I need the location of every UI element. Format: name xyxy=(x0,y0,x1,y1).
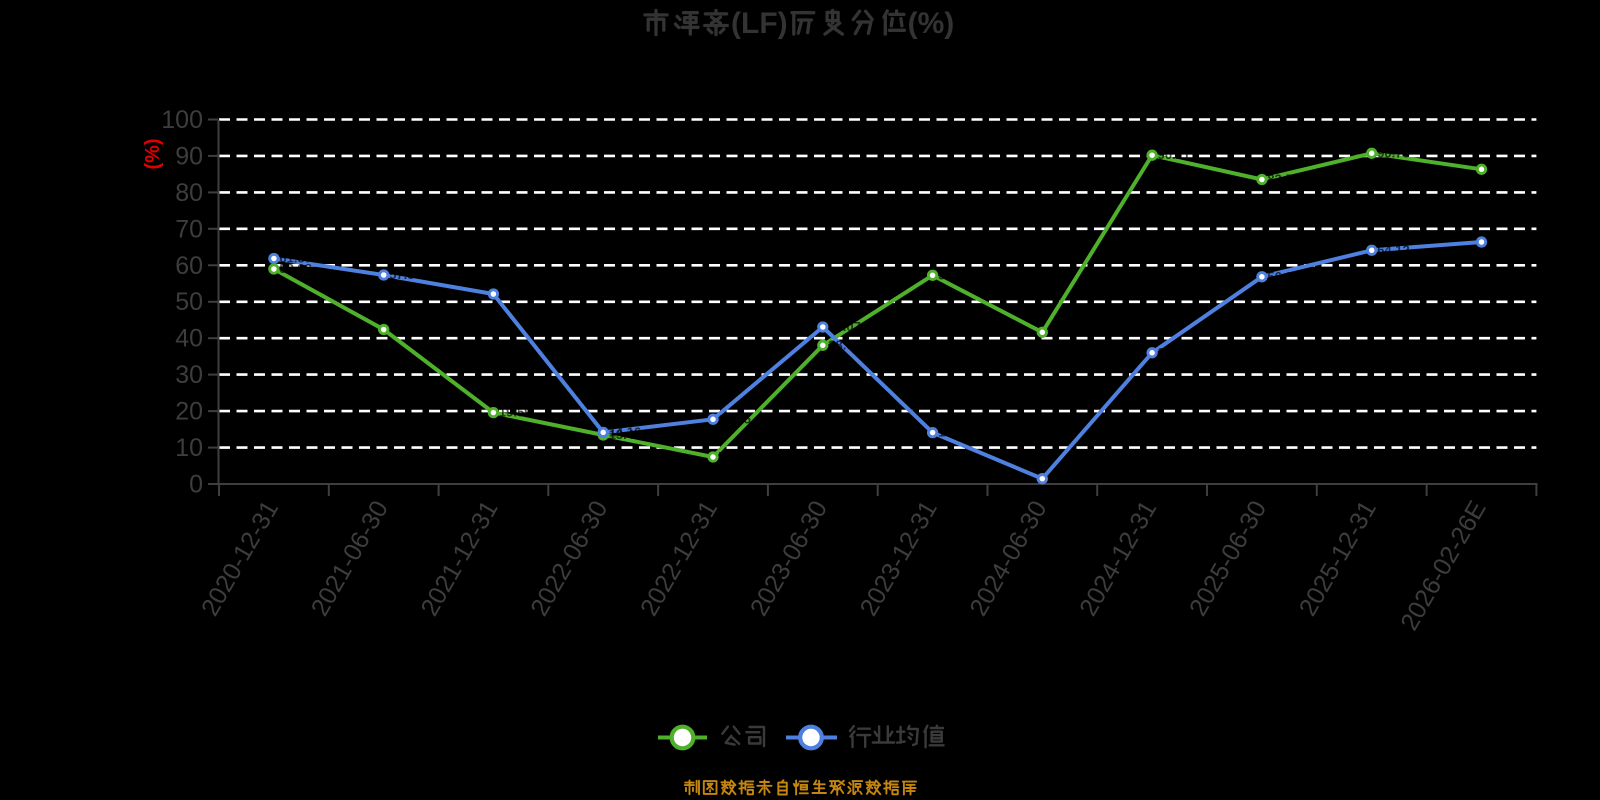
svg-text:70: 70 xyxy=(175,215,203,243)
svg-text:(%): (%) xyxy=(908,7,955,40)
svg-text:35.99: 35.99 xyxy=(1158,345,1191,360)
svg-text:64.12: 64.12 xyxy=(1377,242,1410,257)
svg-text:41.62: 41.62 xyxy=(1048,324,1081,339)
svg-text:83.54: 83.54 xyxy=(1267,172,1300,187)
svg-text:19.59: 19.59 xyxy=(499,405,532,420)
svg-text:42.39: 42.39 xyxy=(389,322,422,337)
svg-text:58.98: 58.98 xyxy=(279,261,312,276)
svg-text:0: 0 xyxy=(189,471,203,499)
svg-text:14.10: 14.10 xyxy=(938,425,971,440)
svg-text:43.07: 43.07 xyxy=(828,319,861,334)
svg-text:40: 40 xyxy=(175,325,203,353)
svg-text:50: 50 xyxy=(175,288,203,316)
svg-text:57.34: 57.34 xyxy=(389,267,422,282)
svg-text:66.39: 66.39 xyxy=(1487,234,1520,249)
svg-text:30: 30 xyxy=(175,361,203,389)
svg-text:60: 60 xyxy=(175,252,203,280)
svg-text:80: 80 xyxy=(175,179,203,207)
svg-text:7.41: 7.41 xyxy=(719,449,744,464)
svg-text:61.87: 61.87 xyxy=(279,251,312,266)
svg-text:(LF): (LF) xyxy=(731,7,788,40)
svg-text:57.26: 57.26 xyxy=(938,267,971,282)
svg-text:38.05: 38.05 xyxy=(828,337,861,352)
svg-text:100: 100 xyxy=(161,106,203,134)
svg-text:90.73: 90.73 xyxy=(1377,145,1410,160)
svg-text:90.21: 90.21 xyxy=(1158,147,1191,162)
svg-text:56.84: 56.84 xyxy=(1267,269,1300,284)
svg-text:20: 20 xyxy=(175,398,203,426)
svg-text:86.34: 86.34 xyxy=(1487,161,1520,176)
svg-text:10: 10 xyxy=(175,434,203,462)
svg-text:13.44: 13.44 xyxy=(609,427,642,442)
svg-text:90: 90 xyxy=(175,142,203,170)
svg-text:14.16: 14.16 xyxy=(609,424,642,439)
svg-text:1.45: 1.45 xyxy=(1048,471,1073,486)
svg-text:52.13: 52.13 xyxy=(499,286,532,301)
svg-text:17.75: 17.75 xyxy=(719,411,752,426)
svg-text:(%): (%) xyxy=(142,138,164,169)
